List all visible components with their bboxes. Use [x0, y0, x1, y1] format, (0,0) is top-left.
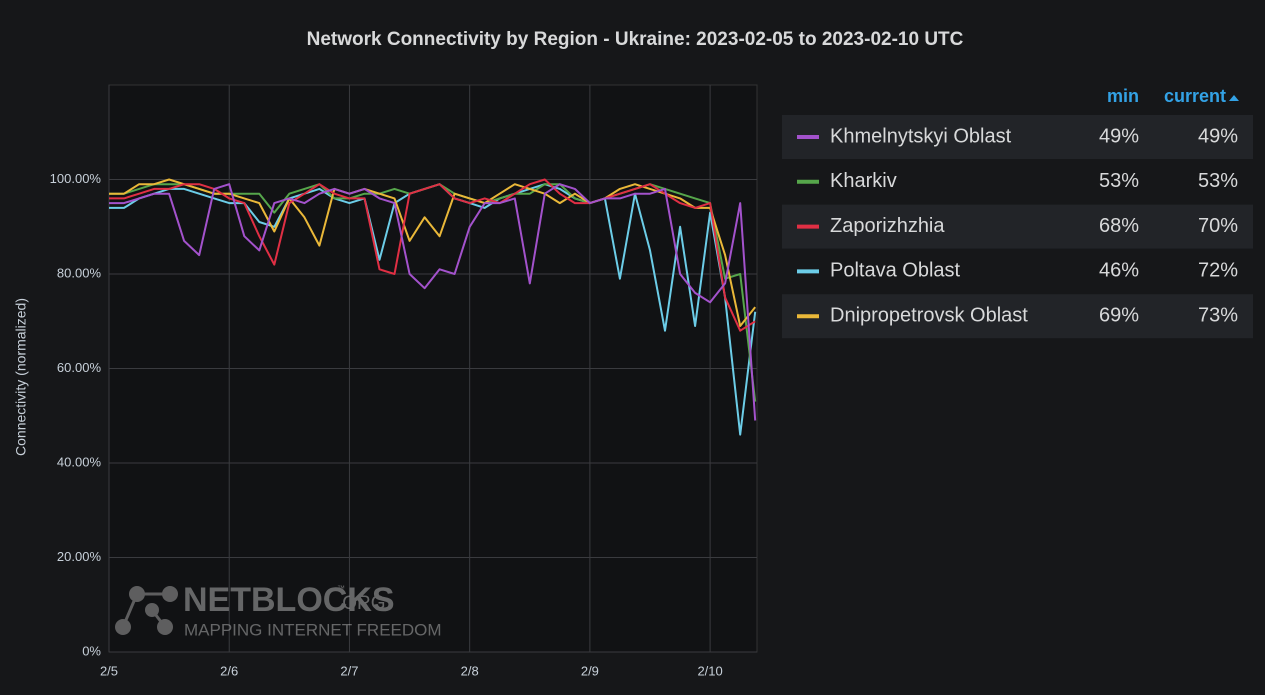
legend-min: 69% [1099, 304, 1139, 326]
legend-label: Kharkiv [830, 170, 897, 192]
series-line [109, 183, 757, 421]
legend-min: 68% [1099, 215, 1139, 237]
legend-min: 46% [1099, 260, 1139, 282]
watermark-tm: ™ [337, 584, 345, 593]
legend-row [782, 115, 1253, 159]
watermark-logo [121, 592, 170, 628]
watermark-brand: NETBLOCKS [183, 581, 395, 619]
x-tick-label: 2/7 [340, 663, 358, 678]
y-tick-label: 60.00% [57, 360, 102, 375]
legend-label: Zaporizhzhia [830, 215, 945, 237]
legend-current: 73% [1198, 304, 1238, 326]
legend-label: Khmelnytskyi Oblast [830, 125, 1012, 147]
y-axis-label: Connectivity (normalized) [13, 298, 29, 456]
sort-indicator [1229, 95, 1239, 101]
legend-current: 72% [1198, 260, 1238, 282]
legend-min: 49% [1099, 125, 1139, 147]
legend-current: 53% [1198, 170, 1238, 192]
y-tick-label: 80.00% [57, 265, 102, 280]
legend-label: Dnipropetrovsk Oblast [830, 304, 1028, 326]
y-tick-label: 100.00% [50, 171, 102, 186]
legend-row [782, 294, 1253, 339]
x-tick-label: 2/6 [220, 663, 238, 678]
y-tick-label: 0% [82, 643, 101, 658]
legend-header: current [1164, 86, 1226, 106]
y-tick-label: 20.00% [57, 549, 102, 564]
x-tick-label: 2/8 [461, 663, 479, 678]
series-line [109, 178, 756, 327]
watermark-suffix: .ORG [337, 593, 386, 614]
x-tick-label: 2/10 [697, 663, 722, 678]
legend-current: 70% [1198, 215, 1238, 237]
series-line [109, 178, 756, 332]
legend-min: 53% [1099, 170, 1139, 192]
x-tick-label: 2/5 [100, 663, 118, 678]
legend-header: min [1107, 86, 1139, 106]
legend-label: Poltava Oblast [830, 260, 961, 282]
watermark-dots [115, 586, 178, 635]
y-tick-label: 40.00% [57, 454, 102, 469]
watermark-tagline: MAPPING INTERNET FREEDOM [184, 620, 442, 639]
x-tick-label: 2/9 [581, 663, 599, 678]
legend-row [782, 204, 1253, 249]
chart-title: Network Connectivity by Region - Ukraine… [307, 29, 964, 50]
watermark: NETBLOCKS ™ .ORG MAPPING INTERNET FREEDO… [115, 581, 442, 639]
legend-current: 49% [1198, 125, 1238, 147]
